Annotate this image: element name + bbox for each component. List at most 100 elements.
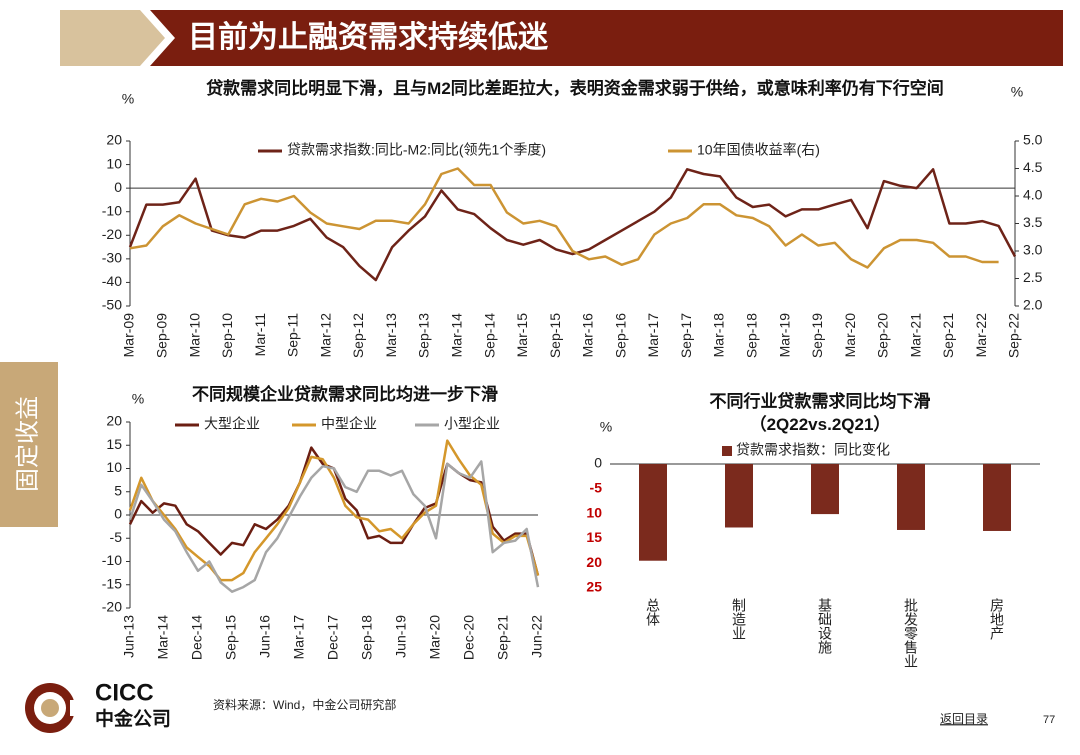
logo-core	[41, 699, 59, 717]
x-tick-label: Mar-17	[645, 313, 661, 358]
bar	[897, 464, 925, 530]
y-tick-label: 2.5	[1023, 269, 1043, 285]
y-tick-label: 4.0	[1023, 187, 1043, 203]
chart-title-box: 不同行业贷款需求同比均下滑	[709, 392, 931, 411]
chart-title: 不同行业贷款需求同比均下滑	[709, 392, 931, 411]
x-tick-label: Mar-18	[711, 313, 727, 358]
y-tick-label: 20	[586, 554, 602, 570]
y-tick-label: -40	[102, 273, 122, 289]
chart-subtitle: （2Q22vs.2Q21）	[749, 415, 891, 434]
y-tick-label: 0	[114, 179, 122, 195]
y-tick-label: 15	[586, 529, 602, 545]
x-tick-label: Sep-13	[416, 313, 432, 358]
y-tick-label: -10	[102, 202, 122, 218]
x-tick-label: Sep-09	[153, 313, 169, 358]
y2-unit: %	[1011, 84, 1023, 100]
x-tick-label: Mar-11	[252, 313, 268, 357]
chart-title-box: 不同规模企业贷款需求同比均进一步下滑	[192, 385, 498, 404]
x-tick-label: Sep-17	[678, 313, 694, 358]
x-tick-label: Sep-22	[1006, 313, 1022, 358]
y-unit: %	[132, 391, 144, 407]
y-tick-label: -20	[102, 599, 122, 615]
y-tick-label: -20	[102, 226, 122, 242]
x-tick-label: Sep-20	[875, 313, 891, 358]
brand: CICC	[95, 679, 154, 706]
source-note: 资料来源：Wind，中金公司研究部	[213, 697, 396, 712]
x-tick-label: Sep-18	[743, 313, 759, 358]
chart-title-box: 贷款需求同比明显下滑，且与M2同比差距拉大，表明资金需求弱于供给，或意味利率仍有…	[206, 79, 944, 98]
x-tick-label: Mar-17	[291, 615, 307, 660]
y-tick-label: 20	[106, 413, 122, 429]
y-tick-label: -5	[110, 529, 123, 545]
y-tick-label: 10	[586, 504, 602, 520]
y-tick-label: 10	[106, 459, 122, 475]
x-tick-label: Sep-21	[940, 313, 956, 358]
bar	[639, 464, 667, 561]
toc-link[interactable]: 返回目录	[940, 712, 988, 726]
header-banner	[150, 10, 1063, 66]
x-tick-label: 批发零售业	[903, 598, 919, 668]
y-unit: %	[600, 419, 612, 435]
y-tick-label: -10	[102, 552, 122, 568]
y-tick-label: -50	[102, 297, 122, 313]
x-tick-label: 制造业	[731, 598, 747, 640]
x-tick-label: Mar-12	[317, 313, 333, 358]
y-tick-label: 25	[586, 579, 602, 595]
x-tick-label: Dec-17	[325, 615, 341, 660]
x-tick-label: Mar-10	[186, 313, 202, 358]
header-accent	[60, 10, 165, 66]
logo-gap	[70, 700, 80, 716]
x-tick-label: Mar-22	[973, 313, 989, 358]
x-tick-label: Jun-13	[121, 615, 137, 658]
sidebar-label: 固定收益	[14, 396, 41, 492]
y-tick-label: 10	[106, 155, 122, 171]
x-tick-label: Mar-13	[383, 313, 399, 358]
y-tick-label: -15	[102, 575, 122, 591]
y-unit: %	[122, 91, 134, 107]
x-tick-label: 总体	[645, 598, 661, 626]
x-tick-label: Mar-14	[448, 313, 464, 358]
x-tick-label: Dec-14	[189, 615, 205, 660]
y-tick-label: 3.5	[1023, 214, 1043, 230]
bar	[983, 464, 1011, 531]
y-tick-label: 2.0	[1023, 297, 1043, 313]
x-tick-label: Sep-12	[350, 313, 366, 358]
legend-label: 大型企业	[204, 416, 260, 432]
x-tick-label: Sep-16	[612, 313, 628, 358]
chart-title: 贷款需求同比明显下滑，且与M2同比差距拉大，表明资金需求弱于供给，或意味利率仍有…	[206, 79, 944, 98]
y-tick-label: 15	[106, 436, 122, 452]
x-tick-label: Mar-15	[514, 313, 530, 358]
legend-label: 10年国债收益率(右)	[697, 142, 820, 158]
series-line	[128, 168, 1017, 282]
x-tick-label: Sep-11	[285, 313, 301, 357]
x-tick-label: Mar-09	[121, 313, 137, 358]
x-tick-label: Sep-19	[809, 313, 825, 358]
x-tick-label: Sep-14	[481, 313, 497, 358]
x-tick-label: Dec-20	[461, 615, 477, 660]
series-line	[129, 167, 999, 269]
legend-label: 贷款需求指数:同比-M2:同比(领先1个季度)	[287, 142, 546, 158]
x-tick-label: Mar-20	[842, 313, 858, 358]
x-tick-label: Jun-22	[529, 615, 545, 658]
bar	[725, 464, 753, 528]
x-tick-label: Mar-16	[580, 313, 596, 358]
y-tick-label: 5.0	[1023, 132, 1043, 148]
x-tick-label: Mar-19	[776, 313, 792, 358]
y-tick-label: 20	[106, 132, 122, 148]
x-tick-label: Sep-18	[359, 615, 375, 660]
y-tick-label: 5	[114, 482, 122, 498]
legend-label: 中型企业	[321, 416, 377, 432]
y-tick-label: 0	[114, 506, 122, 522]
page-title: 目前为止融资需求持续低迷	[188, 21, 549, 54]
x-tick-label: Sep-10	[219, 313, 235, 358]
bar	[811, 464, 839, 515]
logo	[25, 683, 80, 733]
series-line	[128, 460, 540, 593]
y-tick-label: 4.5	[1023, 159, 1043, 175]
x-tick-label: Sep-15	[223, 615, 239, 660]
chart-title: 不同规模企业贷款需求同比均进一步下滑	[192, 385, 498, 404]
x-tick-label: 基础设施	[817, 597, 833, 654]
x-tick-label: Jun-19	[393, 615, 409, 658]
